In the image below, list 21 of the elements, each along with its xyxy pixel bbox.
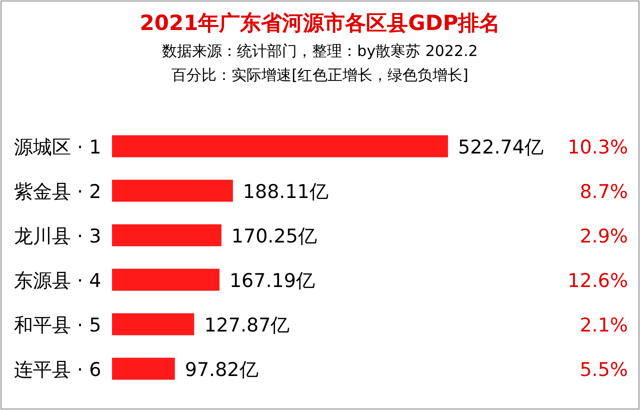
y-tick-label: 源城区 · 1 — [14, 136, 102, 158]
text: 8.7% — [580, 180, 628, 203]
y-tick-label: 和平县 · 5 — [14, 314, 102, 336]
y-tick-label: 紫金县 · 2 — [14, 180, 102, 203]
data-label: 522.74亿 — [458, 136, 544, 158]
y-tick-label: 东源县 · 4 — [14, 270, 102, 292]
data-label: 97.82亿 — [184, 358, 258, 381]
title: 2021年广东省河源市各区县GDP排名 — [140, 11, 500, 35]
text: 10.3% — [568, 136, 628, 158]
data-label: 167.19亿 — [229, 270, 315, 292]
y-tick-label: 龙川县 · 3 — [14, 225, 102, 248]
text: 2.1% — [580, 314, 628, 336]
data-label: 127.87亿 — [204, 314, 290, 336]
text: 百分比：实际增速[红色正增长，绿色负增长] — [172, 66, 468, 84]
data-label: 188.11亿 — [242, 180, 328, 203]
text: 5.5% — [580, 358, 628, 381]
data-label: 170.25亿 — [231, 225, 317, 248]
text: 2.9% — [580, 225, 628, 248]
text: 12.6% — [568, 270, 628, 292]
subtitle: 数据来源：统计部门，整理：by散寒苏 2022.2 — [162, 42, 478, 60]
y-tick-label: 连平县 · 6 — [14, 358, 102, 381]
